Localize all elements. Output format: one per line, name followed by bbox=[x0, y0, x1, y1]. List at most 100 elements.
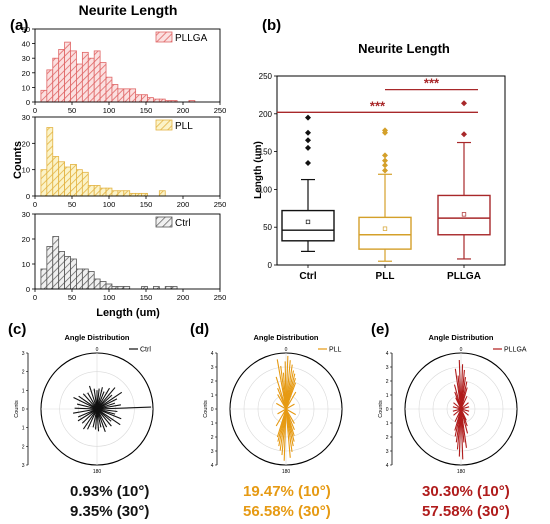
radial-tick-label: 2 bbox=[22, 370, 25, 376]
angle-ray bbox=[460, 408, 467, 421]
angle-ray bbox=[454, 408, 462, 422]
x-tick-label: 100 bbox=[103, 106, 116, 115]
x-tick-label: 50 bbox=[68, 106, 76, 115]
angle-ray bbox=[460, 387, 468, 410]
x-tick-label: 250 bbox=[214, 106, 227, 115]
angle-ray bbox=[460, 396, 468, 410]
histogram-y-label: Counts bbox=[12, 141, 24, 179]
box bbox=[358, 216, 412, 250]
y-tick-label: 50 bbox=[263, 223, 272, 232]
histogram-bar bbox=[87, 185, 95, 197]
x-tick-label: 0 bbox=[33, 200, 37, 209]
y-tick-label: 20 bbox=[22, 139, 30, 148]
angle-ray bbox=[82, 408, 98, 430]
x-tick-label: 150 bbox=[140, 293, 153, 302]
radial-tick-label: 0 bbox=[211, 407, 214, 413]
angle-ray bbox=[460, 408, 469, 416]
radial-tick-label: 2 bbox=[211, 435, 214, 441]
histogram-bar bbox=[52, 57, 60, 103]
histogram-title: Neurite Length bbox=[79, 2, 178, 18]
angle-ray bbox=[275, 408, 287, 427]
angle-ray bbox=[93, 388, 98, 410]
radial-tick-label: 0 bbox=[22, 407, 25, 413]
angle-ray bbox=[96, 391, 123, 410]
legend-swatch bbox=[155, 216, 173, 228]
angle-ray bbox=[276, 402, 287, 410]
histogram-bar bbox=[147, 97, 154, 103]
stat-ctrl-30: 9.35% (30°) bbox=[70, 503, 150, 520]
histogram-bar bbox=[40, 268, 48, 290]
radial-tick-label: 2 bbox=[386, 379, 389, 385]
histogram-bar bbox=[46, 69, 54, 103]
histogram-ctrl: 0 10 20 30 0 50 100 150 200 250 Ctrl bbox=[22, 210, 227, 302]
radial-tick-label: 4 bbox=[386, 351, 389, 357]
radial-tick-label: 3 bbox=[211, 365, 214, 371]
angle-ray bbox=[460, 406, 470, 410]
histogram-bar bbox=[111, 84, 119, 103]
stat-pllga-30: 57.58% (30°) bbox=[422, 503, 510, 520]
histogram-bar bbox=[117, 88, 125, 103]
histogram-bar bbox=[105, 187, 113, 197]
angle-ray bbox=[453, 408, 462, 416]
histogram-bar bbox=[93, 185, 101, 197]
angle-ray bbox=[452, 408, 462, 412]
angle-label: 0 bbox=[285, 347, 288, 353]
x-tick-label: PLL bbox=[376, 271, 395, 282]
outlier-point bbox=[305, 137, 311, 144]
radial-tick-label: 3 bbox=[386, 365, 389, 371]
stat-pll-10: 19.47% (10°) bbox=[243, 483, 331, 500]
histogram-bar bbox=[93, 278, 101, 290]
x-tick-label: 200 bbox=[177, 106, 190, 115]
histogram-bar bbox=[58, 49, 66, 103]
angle-ray bbox=[454, 408, 462, 431]
histogram-bar bbox=[111, 190, 119, 197]
box bbox=[437, 194, 491, 236]
x-tick-label: 50 bbox=[68, 200, 76, 209]
outlier-point bbox=[461, 100, 467, 107]
outlier-point bbox=[382, 162, 388, 169]
angle-ray bbox=[96, 408, 121, 426]
y-tick-label: 0 bbox=[268, 261, 273, 270]
radial-tick-label: 4 bbox=[211, 463, 214, 469]
angle-label: 180 bbox=[93, 469, 102, 475]
legend-label: Ctrl bbox=[175, 218, 191, 229]
x-tick-label: 250 bbox=[214, 293, 227, 302]
y-tick-label: 30 bbox=[22, 210, 30, 219]
radial-axis-label: Counts bbox=[203, 400, 209, 418]
histogram-bar bbox=[70, 258, 77, 290]
angle-ray bbox=[73, 397, 98, 410]
y-tick-label: 30 bbox=[22, 113, 30, 122]
significance-label: *** bbox=[424, 76, 440, 91]
angle-ray bbox=[92, 408, 98, 428]
histogram-bar bbox=[158, 190, 166, 197]
angle-ray bbox=[77, 408, 98, 422]
radial-axis-label: Counts bbox=[378, 400, 384, 418]
angle-ray bbox=[96, 398, 118, 410]
angle-ray bbox=[96, 404, 121, 410]
legend-label: Ctrl bbox=[140, 347, 151, 354]
histogram-bar bbox=[70, 163, 77, 197]
angle-ray bbox=[96, 408, 122, 420]
histogram-bar bbox=[141, 94, 148, 103]
histogram-bar bbox=[76, 169, 83, 197]
x-tick-label: PLLGA bbox=[447, 271, 481, 282]
histogram-bar bbox=[58, 251, 66, 290]
polar-title: Angle Distribution bbox=[65, 333, 130, 342]
x-tick-label: 0 bbox=[33, 106, 37, 115]
histogram-bar bbox=[70, 50, 77, 103]
outlier-point bbox=[382, 157, 388, 164]
radial-tick-label: 3 bbox=[211, 449, 214, 455]
y-tick-label: 20 bbox=[22, 235, 30, 244]
boxplot-plot: 0 50 100 150 200 250 Ctrl PLL PLLGA *** *** bbox=[259, 72, 506, 282]
outlier-point bbox=[382, 152, 388, 159]
histogram-bar bbox=[123, 88, 131, 103]
angle-ray bbox=[76, 403, 98, 410]
angle-ray bbox=[87, 408, 98, 430]
histogram-bar bbox=[81, 51, 89, 103]
angle-ray bbox=[285, 382, 297, 410]
x-tick-label: 150 bbox=[140, 106, 153, 115]
x-tick-label: 200 bbox=[177, 200, 190, 209]
angle-ray bbox=[284, 361, 287, 410]
